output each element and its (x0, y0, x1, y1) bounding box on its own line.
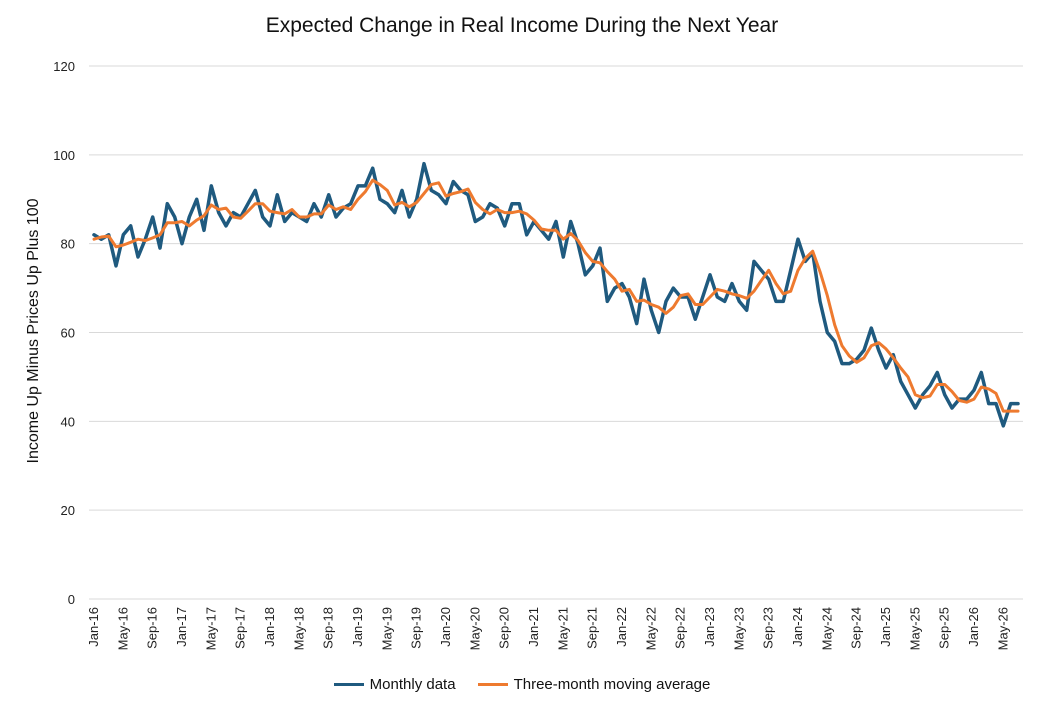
y-tick-label: 100 (53, 148, 75, 163)
x-tick-label: Jan-26 (966, 607, 981, 647)
x-tick-label: May-24 (819, 607, 834, 650)
y-tick-label: 120 (53, 59, 75, 74)
x-tick-label: Sep-25 (937, 607, 952, 649)
x-tick-label: Jan-20 (438, 607, 453, 647)
x-tick-label: Jan-25 (878, 607, 893, 647)
y-tick-label: 40 (61, 414, 75, 429)
legend: Monthly data Three-month moving average (0, 676, 1044, 693)
chart-title: Expected Change in Real Income During th… (265, 14, 779, 37)
legend-item-monthly: Monthly data (333, 676, 456, 693)
x-tick-label: Sep-16 (145, 607, 160, 649)
x-tick-label: Jan-16 (86, 607, 101, 647)
x-tick-label: May-17 (203, 607, 218, 650)
y-tick-labels: 0 20 40 60 80 100 120 (53, 59, 75, 607)
x-tick-label: Jan-24 (790, 607, 805, 647)
series-lines (92, 161, 1020, 428)
x-tick-label: May-23 (731, 607, 746, 650)
x-tick-label: May-25 (907, 607, 922, 650)
x-tick-label: Sep-17 (233, 607, 248, 649)
series-line-moving-average (92, 178, 1020, 413)
x-tick-label: Jan-18 (262, 607, 277, 647)
x-tick-label: May-21 (555, 607, 570, 650)
y-tick-label: 0 (68, 592, 75, 607)
x-tick-label: Jan-19 (350, 607, 365, 647)
x-tick-label: May-22 (643, 607, 658, 650)
x-tick-label: Jan-22 (614, 607, 629, 647)
x-tick-label: Sep-19 (409, 607, 424, 649)
gridlines (89, 65, 1023, 600)
x-tick-label: Sep-22 (673, 607, 688, 649)
legend-swatch-moving-average (477, 683, 508, 686)
legend-label-moving-average: Three-month moving average (513, 676, 711, 693)
x-tick-label: May-18 (291, 607, 306, 650)
x-tick-label: Sep-18 (321, 607, 336, 649)
legend-label-monthly: Monthly data (369, 676, 456, 693)
x-tick-label: Sep-23 (761, 607, 776, 649)
x-tick-label: Jan-21 (526, 607, 541, 647)
x-tick-label: Sep-21 (585, 607, 600, 649)
y-tick-label: 80 (61, 237, 75, 252)
x-tick-label: Sep-24 (849, 607, 864, 649)
legend-swatch-monthly (333, 683, 364, 686)
x-tick-label: May-26 (995, 607, 1010, 650)
x-tick-label: May-19 (379, 607, 394, 650)
x-tick-label: May-20 (467, 607, 482, 650)
y-tick-label: 20 (61, 503, 75, 518)
x-tick-labels: Jan-16 May-16 Sep-16 Jan-17 May-17 Sep-17 Jan-… (86, 607, 1010, 650)
x-tick-label: Jan-17 (174, 607, 189, 647)
x-tick-label: Sep-20 (497, 607, 512, 649)
y-tick-label: 60 (61, 326, 75, 341)
x-tick-label: Jan-23 (702, 607, 717, 647)
series-line-monthly (92, 161, 1020, 428)
legend-item-moving-average: Three-month moving average (477, 676, 711, 693)
x-tick-label: May-16 (115, 607, 130, 650)
